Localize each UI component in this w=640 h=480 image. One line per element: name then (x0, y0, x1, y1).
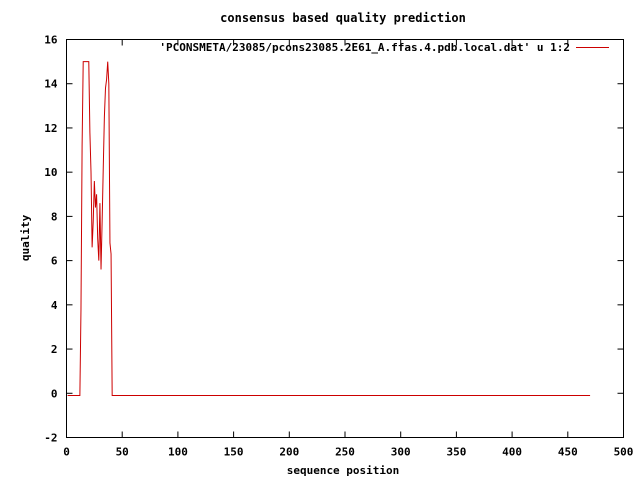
x-tick-label: 200 (279, 446, 299, 459)
x-tick-label: 350 (446, 446, 466, 459)
x-axis: 0 50 100 150 200 250 300 350 400 450 500 (63, 39, 634, 459)
x-tick-label: 50 (116, 446, 129, 459)
x-tick-label: 0 (63, 446, 70, 459)
y-tick-label: 10 (44, 166, 57, 179)
y-tick-label: 16 (44, 34, 58, 47)
x-tick-label: 500 (614, 446, 634, 459)
x-tick-label: 300 (391, 446, 411, 459)
x-axis-label: sequence position (287, 464, 400, 477)
y-tick-label: -2 (44, 432, 57, 445)
series-line-0 (67, 61, 591, 396)
y-axis-label: quality (19, 214, 32, 261)
x-tick-label: 250 (335, 446, 355, 459)
y-tick-label: 2 (51, 343, 58, 356)
y-tick-label: 12 (44, 122, 57, 135)
y-tick-label: 6 (51, 255, 58, 268)
plot-frame (66, 39, 624, 438)
x-tick-label: 100 (168, 446, 188, 459)
y-axis: -2 0 2 4 6 8 10 12 14 16 (44, 34, 624, 445)
x-tick-label: 450 (558, 446, 578, 459)
x-tick-label: 150 (224, 446, 244, 459)
x-tick-label: 400 (502, 446, 522, 459)
y-tick-label: 14 (44, 78, 58, 91)
legend-label: 'PCONSMETA/23085/pcons23085.2E61_A.ffas.… (159, 41, 570, 54)
y-tick-label: 4 (51, 299, 58, 312)
y-tick-label: 8 (51, 210, 58, 223)
y-tick-label: 0 (51, 387, 58, 400)
legend: 'PCONSMETA/23085/pcons23085.2E61_A.ffas.… (159, 41, 609, 54)
series-layer (67, 61, 591, 396)
chart-title: consensus based quality prediction (220, 11, 466, 25)
